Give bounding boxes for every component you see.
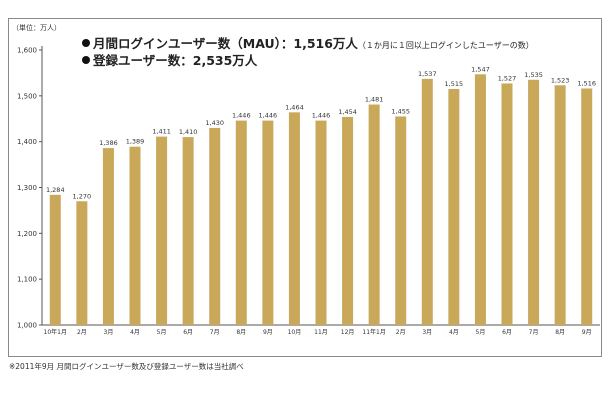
data-label: 1,389 [126, 138, 145, 146]
data-label: 1,515 [445, 80, 464, 88]
registered-text: 登録ユーザー数：2,535万人 [93, 53, 258, 68]
data-label: 1,537 [418, 70, 437, 78]
bullet-icon [82, 39, 90, 47]
y-tick-label: 1,400 [17, 138, 37, 146]
data-label: 1,455 [391, 107, 410, 115]
x-tick-label: 5月 [157, 329, 167, 336]
bar [554, 85, 566, 326]
mau-text: 月間ログインユーザー数（MAU）：1,516万人 [93, 36, 358, 51]
bar [395, 116, 407, 325]
x-tick-label: 3月 [104, 329, 114, 336]
bar [235, 120, 247, 325]
x-tick-label: 12月 [341, 329, 355, 336]
data-label: 1,523 [551, 76, 570, 84]
bar [102, 148, 114, 325]
x-tick-label: 6月 [502, 329, 512, 336]
x-tick-label: 5月 [476, 329, 486, 336]
bar [315, 120, 327, 325]
mau-headline: 月間ログインユーザー数（MAU）：1,516万人（１か月に１回以上ログインしたユ… [82, 33, 534, 52]
bar [581, 88, 593, 325]
bar [342, 116, 354, 326]
bar [288, 112, 300, 325]
bar [156, 136, 168, 325]
x-tick-label: 4月 [449, 329, 459, 336]
data-label: 1,270 [73, 192, 92, 200]
x-tick-label: 10年1月 [44, 328, 67, 336]
unit-label: （単位：万人） [12, 24, 61, 32]
data-label: 1,430 [205, 119, 224, 127]
bar [448, 88, 460, 325]
data-label: 1,547 [471, 65, 490, 73]
x-tick-label: 8月 [236, 329, 246, 336]
bar [421, 78, 433, 325]
registered-headline: 登録ユーザー数：2,535万人 [82, 50, 257, 69]
data-label: 1,446 [232, 112, 251, 120]
x-tick-label: 6月 [183, 329, 193, 336]
x-tick-label: 2月 [396, 329, 406, 336]
x-tick-label: 3月 [422, 329, 432, 336]
bar [76, 201, 88, 325]
x-tick-label: 4月 [130, 329, 140, 336]
data-label: 1,446 [259, 112, 278, 120]
x-tick-label: 11年1月 [362, 328, 385, 336]
x-tick-label: 9月 [582, 329, 592, 336]
x-tick-label: 9月 [263, 329, 273, 336]
bar [528, 79, 540, 326]
data-label: 1,454 [338, 108, 357, 116]
mau-note: （１か月に１回以上ログインしたユーザーの数） [357, 41, 534, 50]
bar [474, 74, 486, 326]
x-tick-label: 7月 [529, 329, 539, 336]
bar [209, 127, 221, 326]
bar [501, 83, 513, 325]
y-tick-label: 1,100 [17, 276, 37, 284]
bar [368, 104, 380, 326]
y-tick-label: 1,000 [17, 322, 37, 330]
x-tick-label: 8月 [555, 329, 565, 336]
data-label: 1,411 [152, 128, 171, 136]
bar [129, 146, 141, 325]
data-label: 1,481 [365, 96, 384, 104]
x-tick-label: 11月 [314, 329, 328, 336]
footnote: ※2011年9月 月間ログインユーザー数及び登録ユーザー数は当社調べ [9, 362, 244, 371]
data-label: 1,386 [99, 139, 118, 147]
bar [49, 194, 61, 325]
bar [262, 120, 274, 325]
data-label: 1,464 [285, 103, 304, 111]
data-label: 1,527 [498, 74, 517, 82]
data-label: 1,535 [524, 71, 543, 79]
y-tick-label: 1,600 [17, 47, 37, 55]
data-label: 1,446 [312, 112, 331, 120]
x-tick-label: 2月 [77, 329, 87, 336]
bar [182, 137, 194, 325]
bullet-icon [82, 56, 90, 64]
x-tick-label: 7月 [210, 329, 220, 336]
data-label: 1,516 [577, 80, 596, 88]
y-tick-label: 1,200 [17, 230, 37, 238]
data-label: 1,410 [179, 128, 198, 136]
y-tick-label: 1,500 [17, 92, 37, 100]
y-tick-label: 1,300 [17, 184, 37, 192]
data-label: 1,284 [46, 186, 65, 194]
x-tick-label: 10月 [288, 329, 302, 336]
